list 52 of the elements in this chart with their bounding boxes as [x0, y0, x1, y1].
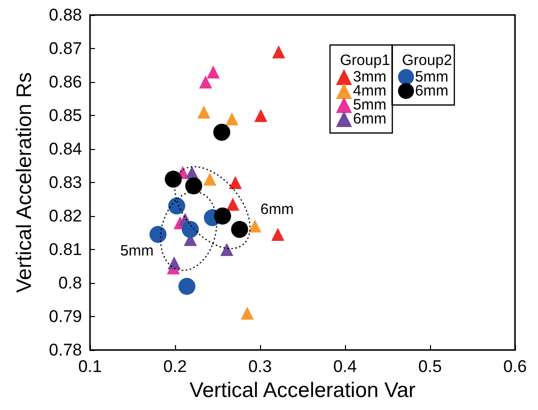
- x-tick-label: 0.2: [163, 357, 187, 376]
- point: [272, 45, 286, 58]
- legend-label: 6mm: [415, 82, 448, 100]
- text: Group1: [340, 52, 390, 69]
- annotation: 6mm: [260, 201, 294, 218]
- x-tick-label: 0.4: [333, 357, 357, 376]
- x-tick-label: 0.6: [503, 357, 527, 376]
- y-tick-label: 0.81: [48, 240, 82, 259]
- text: Group2: [402, 52, 452, 69]
- point: [164, 170, 182, 188]
- legend-label: 5mm: [353, 96, 386, 114]
- y-tick-label: 0.87: [48, 39, 82, 58]
- point: [220, 243, 234, 256]
- legend-label: 5mm: [415, 68, 448, 86]
- point: [228, 176, 242, 189]
- point: [197, 106, 210, 119]
- legend-label: 4mm: [353, 82, 386, 100]
- y-tick-label: 0.8: [58, 274, 82, 292]
- point: [240, 306, 254, 320]
- x-tick-label: 0.5: [418, 357, 442, 376]
- point: [185, 177, 202, 194]
- y-tick-label: 0.86: [48, 72, 82, 92]
- y-tick-label: 0.88: [48, 6, 82, 24]
- y-tick-label: 0.83: [48, 173, 82, 192]
- legend-label: 6mm: [353, 110, 386, 128]
- point: [182, 220, 199, 238]
- y-tick-label: 0.79: [48, 307, 82, 326]
- annotation: 5mm: [120, 242, 154, 260]
- point: [206, 65, 220, 78]
- point: [271, 228, 284, 241]
- point: [178, 278, 196, 295]
- point: [225, 112, 238, 126]
- point: [248, 220, 262, 233]
- point: [231, 220, 248, 238]
- x-tick-label: 0.1: [78, 357, 102, 376]
- legend-label: 3mm: [353, 68, 386, 86]
- x-tick-label: 0.3: [248, 357, 272, 376]
- y-tick-label: 0.84: [48, 140, 82, 158]
- point: [213, 124, 230, 141]
- y-axis-title: Vertical Acceleration Rs: [13, 72, 36, 293]
- point: [199, 76, 212, 88]
- point: [226, 198, 240, 211]
- y-tick-label: 0.82: [48, 206, 82, 226]
- point: [168, 256, 181, 270]
- y-tick-label: 0.78: [48, 340, 82, 360]
- point: [203, 172, 216, 186]
- point: [168, 197, 186, 214]
- point: [214, 208, 232, 224]
- point: [150, 226, 166, 243]
- x-axis-title: Vertical Acceleration Var: [189, 379, 416, 402]
- point: [254, 109, 268, 122]
- y-tick-label: 0.85: [48, 106, 82, 125]
